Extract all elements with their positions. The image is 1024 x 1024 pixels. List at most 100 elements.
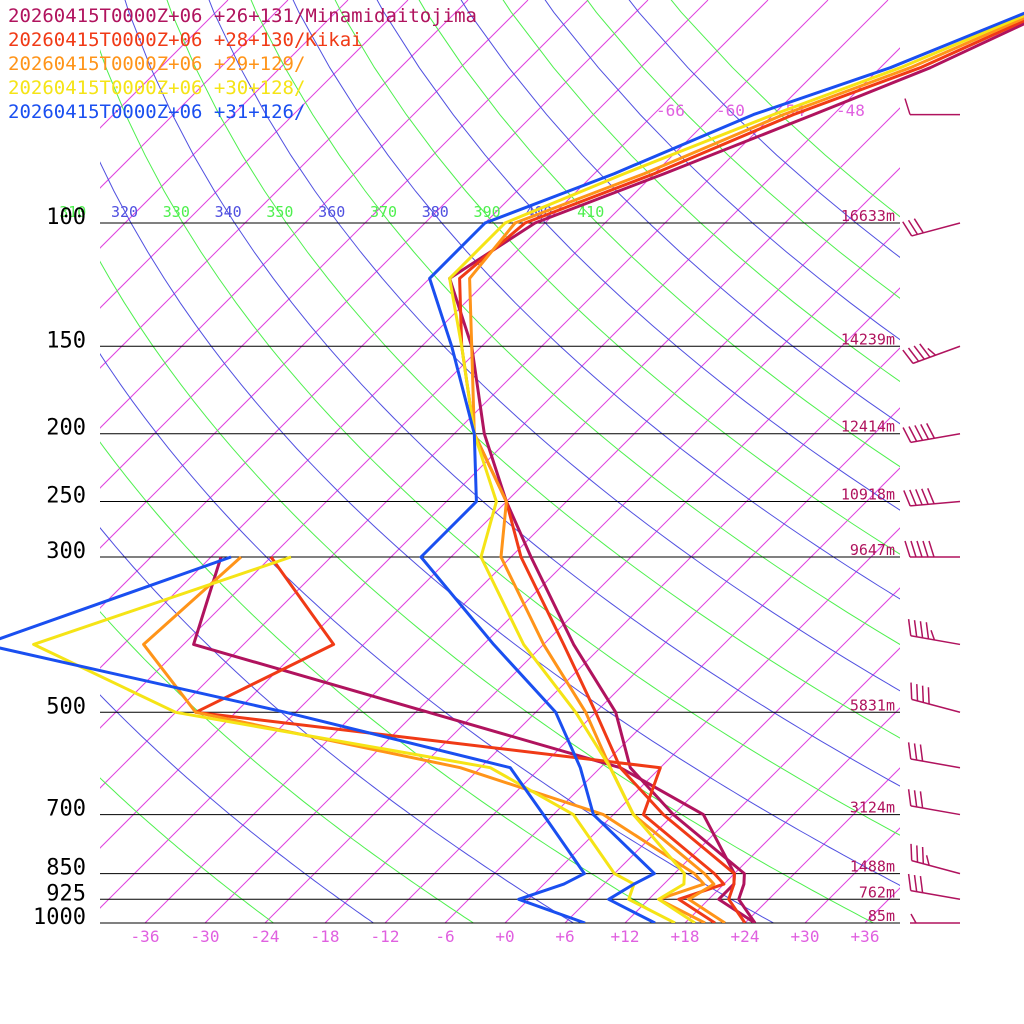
legend-entry: 20260415T0000Z+06 +28+130/Kikai — [8, 29, 363, 51]
pressure-label: 500 — [46, 694, 86, 719]
barb-staff — [910, 758, 961, 769]
isotherm-line — [264, 287, 900, 923]
barb-feather — [930, 629, 936, 641]
wind-barb — [910, 913, 960, 924]
temperature-line — [468, 16, 1024, 923]
dewpoint-line — [192, 556, 756, 923]
x-tick-label: -36 — [131, 927, 160, 946]
x-tick-label: -24 — [251, 927, 280, 946]
barb-feather — [913, 790, 918, 808]
barb-feather — [921, 846, 925, 864]
barb-feather — [925, 622, 930, 639]
axis-labels: 310 320 330 340 350 360 370 380 390 400 4101001502… — [33, 101, 895, 946]
dry-adiabat-line — [292, 0, 900, 600]
wind-barb — [910, 682, 961, 714]
x-tick-label: +6 — [555, 927, 574, 946]
pressure-label: 150 — [46, 328, 86, 353]
height-label: 85m — [868, 907, 895, 925]
theta-label: 320 — [111, 203, 138, 221]
isotherm-top-label: -66 — [656, 101, 685, 120]
barb-feather — [913, 345, 925, 360]
isotherm-line — [384, 407, 900, 923]
dry-adiabat-line — [100, 260, 875, 923]
x-tick-label: +24 — [731, 927, 760, 946]
isotherm-top-label: -60 — [716, 101, 745, 120]
barb-feather — [902, 221, 913, 237]
sounding-series — [0, 11, 1024, 923]
x-tick-label: -6 — [435, 927, 454, 946]
wind-barb — [903, 488, 961, 507]
barb-staff — [910, 889, 961, 901]
dry-adiabat-line — [124, 0, 900, 787]
barb-feather — [913, 620, 918, 637]
temperature-line — [458, 19, 1024, 923]
x-tick-label: +0 — [495, 927, 514, 946]
dry-adiabat-line — [334, 0, 900, 555]
dry-adiabat-line — [100, 441, 675, 923]
legend-entry: 20260415T0000Z+06 +30+128/ — [8, 77, 306, 99]
x-tick-label: +30 — [791, 927, 820, 946]
x-tick-label: -30 — [191, 927, 220, 946]
isotherm-line — [925, 0, 1024, 923]
dry-adiabat-line — [100, 610, 475, 923]
pressure-label: 200 — [46, 416, 86, 441]
barb-feather — [910, 540, 917, 558]
barb-feather — [916, 684, 919, 701]
barb-staff — [910, 635, 961, 646]
barb-feather — [915, 489, 923, 506]
dry-adiabat-line — [100, 777, 275, 923]
pressure-label: 700 — [46, 797, 86, 822]
isotherm-line — [624, 647, 900, 923]
dry-adiabat-line — [628, 0, 900, 258]
barb-feather — [921, 488, 929, 505]
barb-feather — [902, 349, 914, 364]
barb-staff — [910, 805, 961, 816]
x-tick-label: +12 — [611, 927, 640, 946]
barb-feather — [919, 744, 924, 762]
isotherm-line — [100, 0, 769, 669]
barb-feather — [919, 791, 924, 809]
dewpoint-line — [0, 555, 586, 923]
barb-feather — [928, 540, 935, 558]
isotherm-line — [444, 467, 900, 923]
barb-feather — [922, 540, 929, 558]
x-tick-label: +18 — [671, 927, 700, 946]
barb-feather — [910, 843, 913, 861]
dry-adiabat-line — [100, 694, 375, 923]
barb-staff — [910, 500, 961, 507]
barb-feather — [913, 743, 918, 761]
theta-label: 380 — [422, 203, 449, 221]
barb-feather — [907, 619, 912, 636]
barb-feather — [921, 685, 925, 703]
isotherm-line — [564, 587, 900, 923]
dry-adiabat-line — [250, 0, 900, 646]
barb-feather — [907, 873, 912, 891]
wind-barb — [907, 619, 961, 646]
dry-adiabat-line — [100, 526, 575, 923]
wind-barb — [902, 218, 961, 237]
theta-label: 390 — [474, 203, 501, 221]
legend-entry: 20260415T0000Z+06 +31+126/ — [8, 101, 306, 123]
dry-adiabat-line — [544, 0, 900, 341]
dry-adiabat-line — [418, 0, 900, 468]
isotherm-line — [100, 0, 649, 549]
isotherm-line — [100, 107, 900, 909]
isotherm-line — [744, 767, 900, 923]
pressure-label: 250 — [46, 484, 86, 509]
barb-feather — [910, 682, 913, 700]
temperature-line — [448, 14, 1024, 923]
theta-label: 360 — [318, 203, 345, 221]
isotherm-line — [100, 0, 349, 249]
barb-feather — [919, 621, 924, 638]
isotherm-line — [100, 0, 289, 189]
wind-barb — [902, 343, 961, 365]
barb-feather — [920, 424, 930, 440]
wind-barb — [907, 742, 961, 769]
isotherm-line — [985, 0, 1024, 923]
barb-staff — [911, 859, 961, 875]
dewpoint-line — [142, 555, 706, 923]
barb-feather — [916, 845, 919, 863]
barb-feather — [914, 425, 924, 441]
wind-barb — [907, 873, 961, 901]
